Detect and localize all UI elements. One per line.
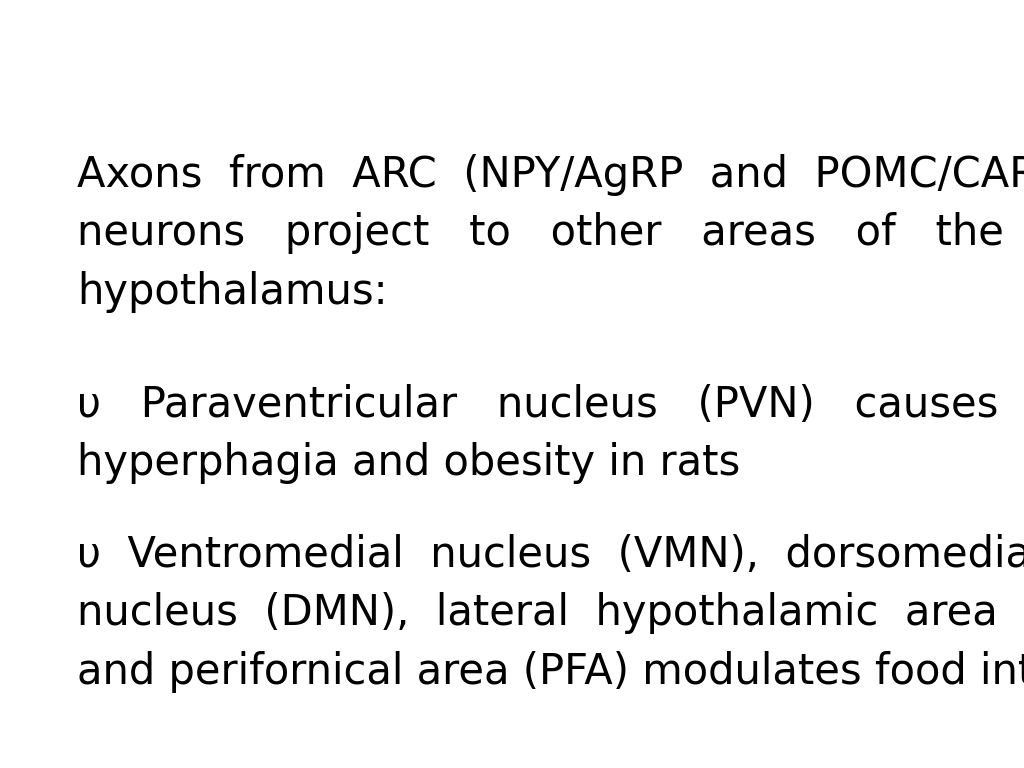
Text: Axons  from  ARC  (NPY/AgRP  and  POMC/CART)
neurons   project   to   other   ar: Axons from ARC (NPY/AgRP and POMC/CART) …	[77, 154, 1024, 313]
Text: υ  Ventromedial  nucleus  (VMN),  dorsomedial
nucleus  (DMN),  lateral  hypothal: υ Ventromedial nucleus (VMN), dorsomedia…	[77, 534, 1024, 693]
Text: υ   Paraventricular   nucleus   (PVN)   causes
hyperphagia and obesity in rats: υ Paraventricular nucleus (PVN) causes h…	[77, 384, 998, 485]
